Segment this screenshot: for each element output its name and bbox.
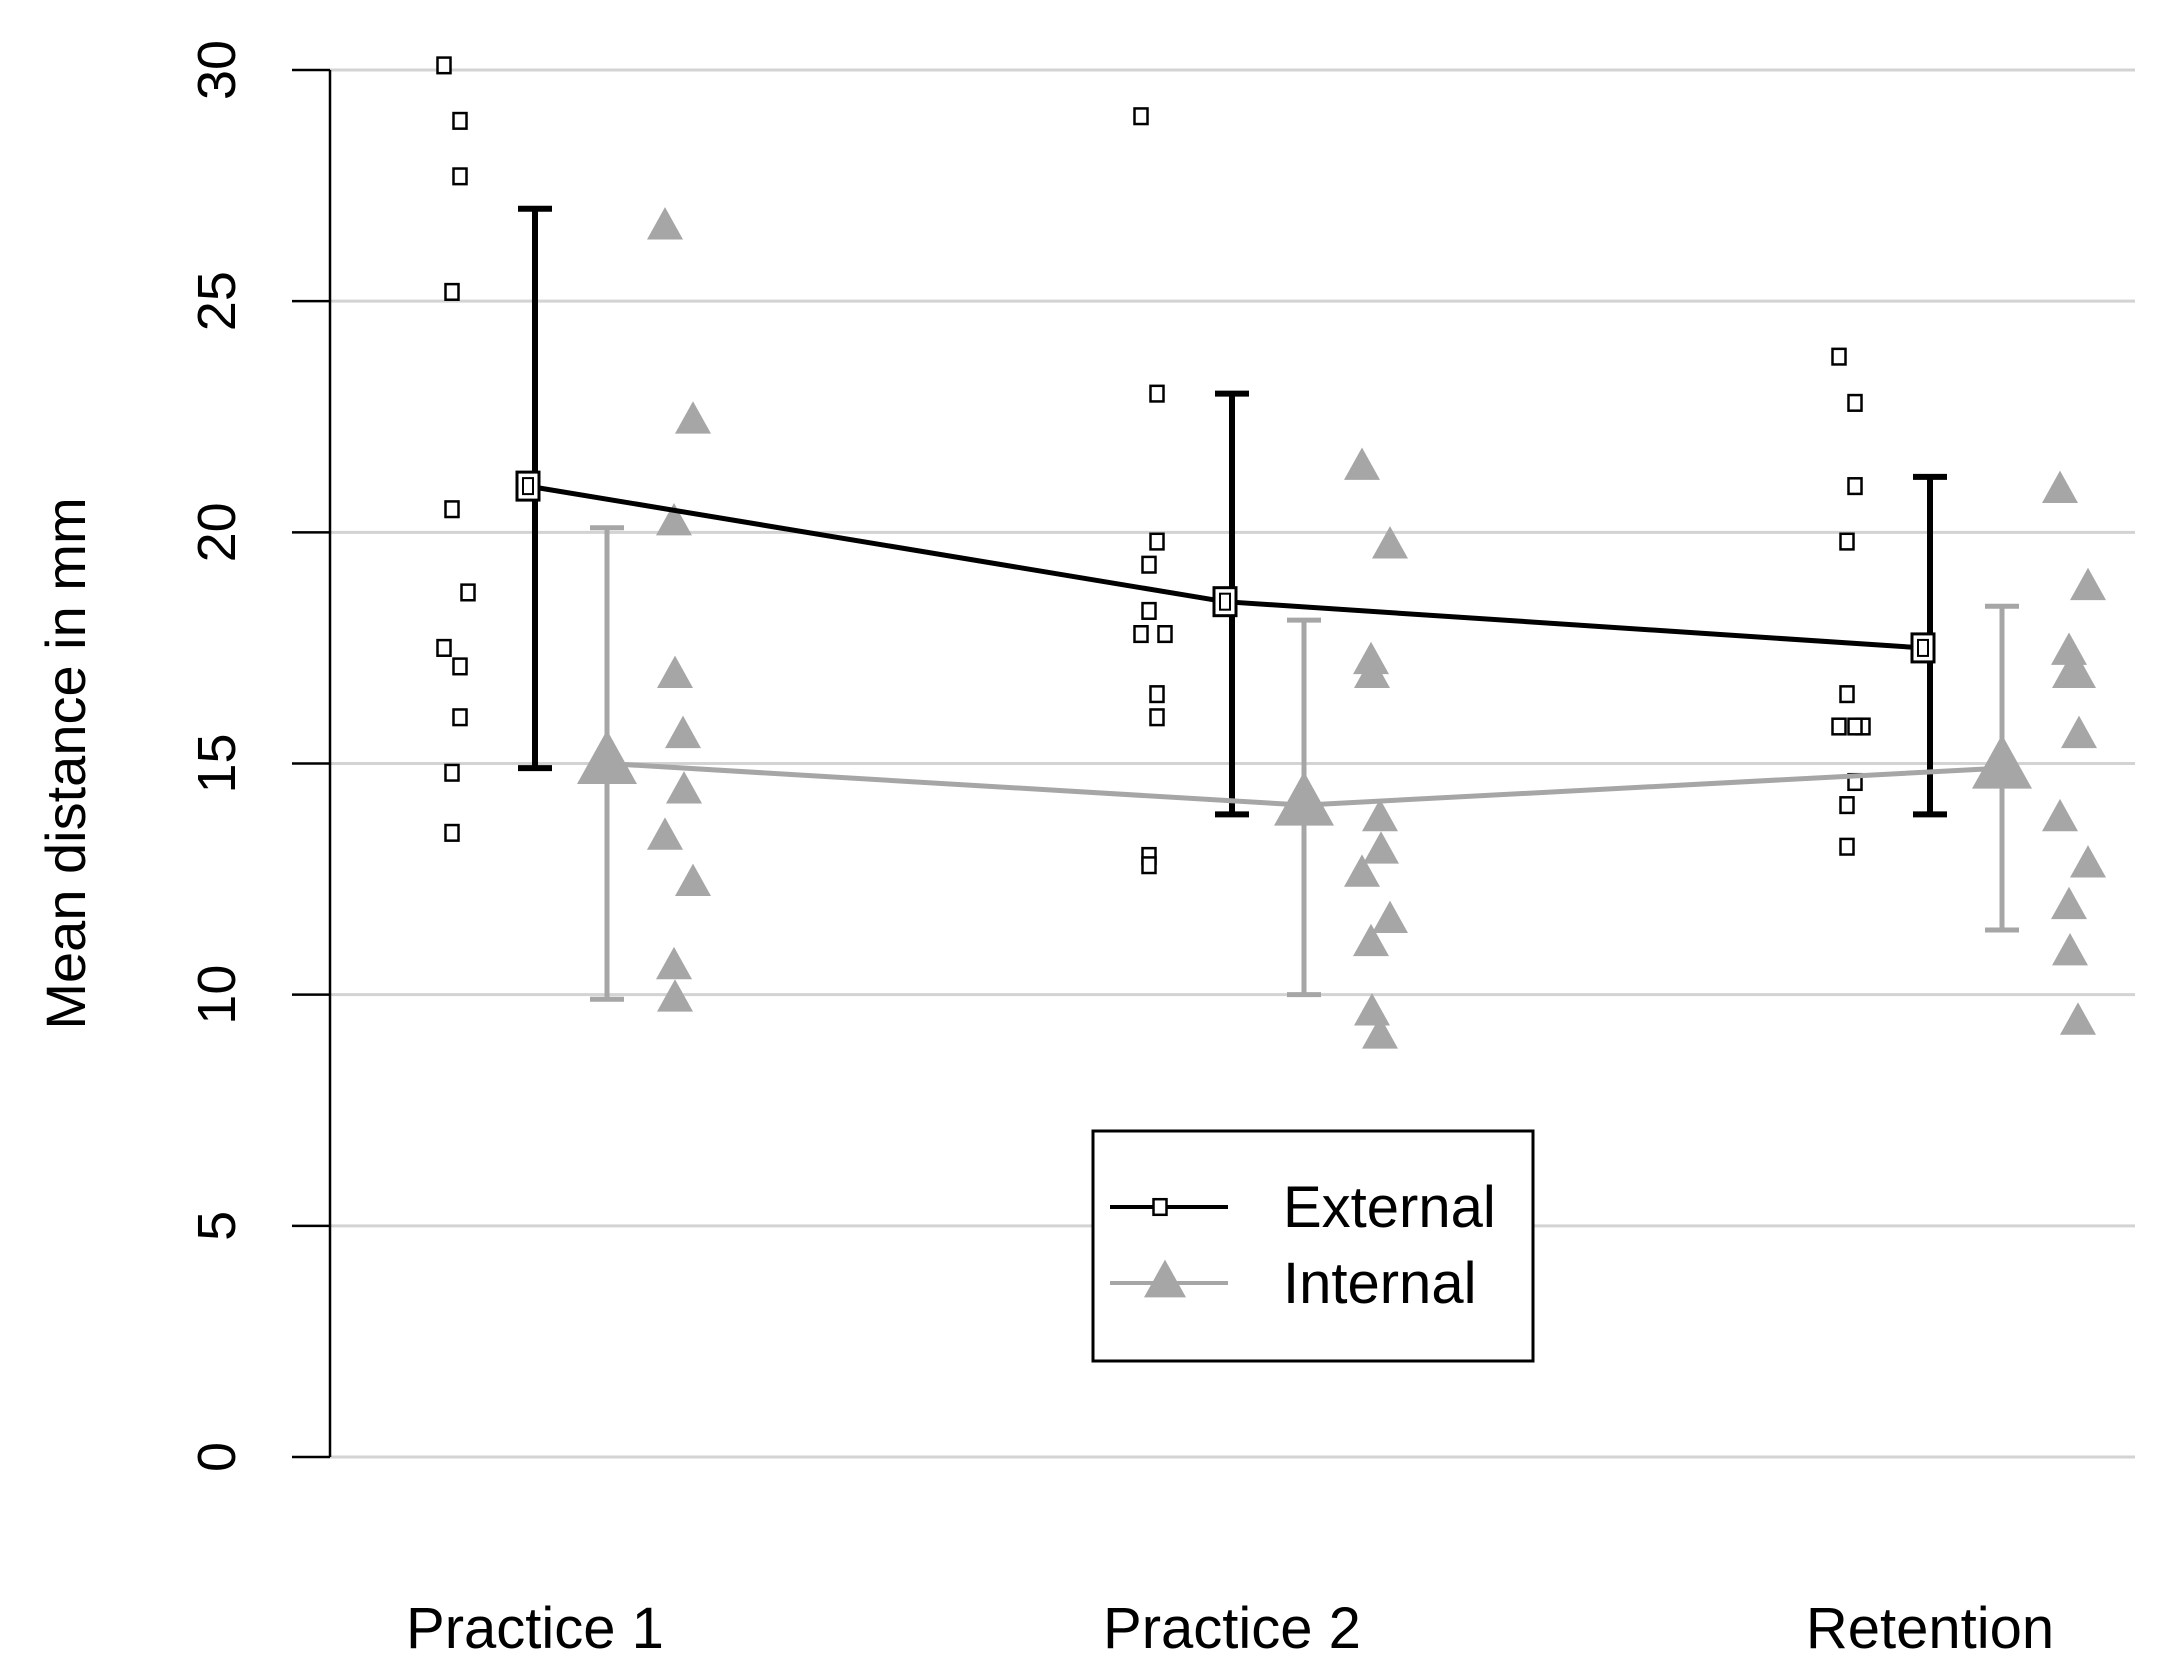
- point-internal: [656, 502, 692, 536]
- point-internal: [2070, 567, 2106, 601]
- mean-marker-internal: [1972, 734, 2032, 789]
- point-external: [1831, 347, 1847, 366]
- point-internal: [666, 771, 702, 804]
- point-internal: [2060, 1002, 2096, 1035]
- point-internal: [2052, 932, 2088, 966]
- point-external: [1141, 601, 1157, 620]
- point-internal: [647, 817, 683, 850]
- point-external: [1847, 393, 1863, 412]
- point-internal: [657, 655, 693, 688]
- point-internal: [1354, 655, 1390, 688]
- point-internal: [1344, 854, 1380, 887]
- individual-points: [436, 56, 2106, 1049]
- point-internal: [2042, 470, 2078, 504]
- point-internal: [2060, 655, 2096, 688]
- mean-marker-outer: [1212, 586, 1238, 618]
- legend-marker-internal: [1144, 1259, 1186, 1298]
- point-external: [444, 823, 460, 842]
- point-internal: [1362, 1016, 1398, 1049]
- point-external: [1157, 624, 1173, 644]
- point-external: [444, 763, 460, 782]
- mean-marker-outer: [1910, 632, 1936, 664]
- legend-marker-external: [1152, 1197, 1168, 1217]
- legend-box: [1091, 1129, 1535, 1363]
- y-tick-label: 20: [187, 502, 247, 562]
- point-external: [436, 56, 452, 75]
- point-external: [1149, 685, 1165, 704]
- point-external: [1133, 624, 1149, 644]
- point-internal: [647, 207, 683, 240]
- y-axis-title: Mean distance in mm: [34, 497, 97, 1029]
- point-external: [1141, 555, 1157, 574]
- point-external: [1839, 837, 1855, 856]
- y-axis: 0 5 10 15 20 25 30: [187, 40, 332, 1472]
- mean-marker-inner: [522, 477, 534, 496]
- point-internal: [1353, 923, 1389, 957]
- point-internal: [2070, 845, 2106, 878]
- point-external: [444, 282, 460, 301]
- point-external: [1831, 717, 1847, 736]
- y-tick-label: 0: [187, 1442, 247, 1472]
- point-internal: [1354, 993, 1390, 1026]
- point-internal: [1372, 900, 1408, 934]
- mean-marker-external: [1910, 632, 1936, 664]
- y-tick-label: 15: [187, 733, 247, 793]
- point-external: [460, 583, 476, 602]
- mean-marker-inner: [1917, 638, 1929, 657]
- point-external: [1141, 856, 1157, 875]
- series-lines: [527, 483, 2003, 808]
- legend-label-internal: Internal: [1283, 1251, 1476, 1316]
- point-external: [1839, 796, 1855, 815]
- point-internal: [657, 979, 693, 1012]
- mean-marker-internal: [1274, 771, 1334, 826]
- point-external: [444, 500, 460, 519]
- point-external: [1149, 384, 1165, 403]
- series-line-external: [527, 483, 1924, 651]
- point-internal: [656, 946, 692, 980]
- point-external: [436, 638, 452, 657]
- point-internal: [665, 715, 701, 749]
- y-tick-label: 25: [187, 271, 247, 331]
- point-internal: [675, 863, 711, 897]
- point-external: [1149, 708, 1165, 727]
- point-internal: [1363, 831, 1399, 864]
- mean-marker-inner: [1219, 592, 1231, 611]
- point-external: [1847, 477, 1863, 496]
- point-internal: [2051, 886, 2087, 920]
- mean-marker-outer: [515, 470, 541, 502]
- point-external: [1133, 107, 1149, 126]
- point-external: [452, 111, 468, 130]
- mean-marker-internal: [577, 730, 637, 785]
- mean-marker-external: [515, 470, 541, 502]
- y-tick-label: 10: [187, 965, 247, 1025]
- point-internal: [2042, 798, 2078, 832]
- point-internal: [1372, 526, 1408, 559]
- mean-markers: [515, 470, 2032, 826]
- point-external: [1839, 532, 1855, 551]
- y-tick-label: 30: [187, 40, 247, 100]
- x-category-label: Practice 1: [406, 1596, 664, 1661]
- point-external: [1149, 532, 1165, 551]
- x-category-label: Practice 2: [1103, 1596, 1361, 1661]
- point-internal: [675, 401, 711, 434]
- point-internal: [2061, 715, 2097, 749]
- point-internal: [1344, 447, 1380, 480]
- x-category-label: Retention: [1806, 1596, 2054, 1661]
- point-internal: [1362, 798, 1398, 832]
- mean-marker-external: [1212, 586, 1238, 618]
- y-tick-label: 5: [187, 1211, 247, 1241]
- point-external: [452, 657, 468, 676]
- point-external: [452, 708, 468, 727]
- legend-label-external: External: [1283, 1175, 1496, 1240]
- point-external: [1839, 685, 1855, 704]
- labels: Mean distance in mm Practice 1 Practice 2 R…: [34, 497, 2054, 1661]
- point-external: [1847, 717, 1863, 736]
- point-external: [452, 167, 468, 186]
- legend: External Internal: [1091, 1129, 1535, 1363]
